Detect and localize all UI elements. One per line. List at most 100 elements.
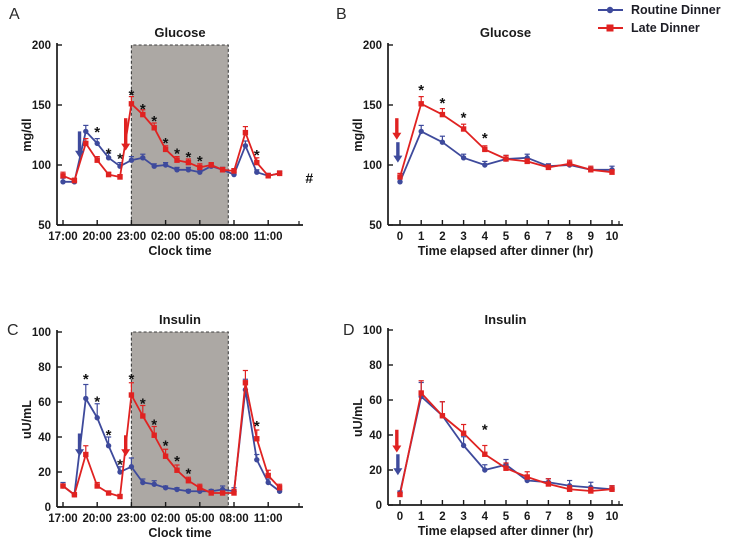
y-tick-label: 50	[38, 220, 51, 232]
data-point-circle	[185, 167, 192, 173]
y-tick-label: 80	[369, 360, 382, 372]
x-tick-label: 02:00	[151, 513, 180, 525]
series-routine-dinner	[397, 381, 615, 496]
data-point-square	[128, 101, 135, 107]
data-point-square	[219, 167, 226, 173]
data-point-square	[151, 432, 157, 438]
y-tick-label: 100	[363, 160, 382, 172]
data-point-square	[140, 413, 146, 419]
y-tick-label: 0	[376, 500, 382, 512]
data-point-circle	[83, 395, 89, 402]
data-point-circle	[151, 163, 157, 169]
x-tick-label: 02:00	[151, 231, 180, 243]
data-point-square	[460, 126, 467, 132]
series-late-dinner	[397, 380, 615, 498]
x-tick-label: 10	[606, 511, 619, 523]
data-point-circle	[162, 162, 169, 168]
data-point-circle	[140, 479, 146, 486]
data-point-circle	[105, 155, 112, 161]
data-point-square	[503, 465, 509, 471]
significance-asterisk: *	[174, 146, 180, 163]
y-axis-label: uU/mL	[20, 400, 34, 439]
y-axis-label: uU/mL	[351, 398, 365, 437]
y-tick-label: 40	[38, 432, 51, 444]
significance-asterisk: *	[140, 395, 146, 412]
y-tick-label: 60	[369, 395, 382, 407]
x-tick-label: 9	[588, 231, 594, 243]
data-point-square	[418, 101, 424, 107]
x-tick-label: 11:00	[254, 513, 283, 525]
shaded-night-region	[131, 45, 229, 225]
significance-asterisk: *	[439, 95, 445, 112]
data-point-square	[439, 413, 446, 419]
data-point-square	[140, 111, 146, 118]
data-point-square	[60, 483, 66, 489]
significance-asterisk: *	[461, 110, 467, 127]
y-tick-label: 200	[363, 40, 382, 52]
panel-title: Glucose	[480, 25, 531, 40]
legend-routine-marker-icon	[597, 5, 624, 15]
data-point-square	[174, 467, 180, 473]
x-tick-label: 1	[418, 511, 425, 523]
data-point-square	[60, 173, 66, 179]
data-point-square	[482, 451, 488, 457]
series-late-dinner	[60, 369, 283, 500]
series-late-dinner	[397, 95, 615, 180]
x-tick-label: 2	[439, 511, 445, 523]
data-point-square	[83, 451, 89, 458]
data-point-square	[162, 453, 169, 459]
series-line	[399, 102, 613, 178]
significance-asterisk: *	[254, 147, 260, 164]
data-point-square	[208, 490, 214, 496]
data-point-circle	[460, 155, 467, 161]
data-point-circle	[397, 179, 403, 185]
significance-asterisk: *	[185, 149, 191, 166]
x-tick-label: 10	[606, 231, 619, 243]
data-point-square	[588, 488, 594, 494]
series-line	[63, 130, 280, 183]
series-line	[399, 395, 613, 493]
data-point-circle	[482, 162, 488, 168]
x-tick-label: 9	[588, 511, 594, 523]
data-point-square	[276, 485, 283, 491]
significance-asterisk: *	[197, 153, 203, 170]
data-point-square	[162, 146, 169, 153]
data-point-square	[197, 164, 203, 171]
x-tick-label: 3	[460, 511, 466, 523]
data-point-square	[254, 159, 260, 166]
data-point-square	[71, 177, 78, 184]
legend-label-late-dinner: Late Dinner	[631, 20, 700, 35]
y-tick-label: 100	[363, 325, 382, 337]
data-point-square	[566, 161, 573, 167]
significance-asterisk: *	[117, 457, 123, 474]
panel-title: Insulin	[485, 312, 527, 327]
panel-B: 50 100 150 200 0 1 2 3 4 5 6 7 8 9 10 * * * * Glucose Bmg/dl…	[336, 6, 623, 258]
y-tick-label: 20	[38, 467, 51, 479]
dinner-arrow-head-routine	[393, 155, 403, 163]
significance-asterisk: *	[94, 394, 100, 411]
panel-A: 50 100 150 200 17:00 20:00 23:00 02:00 05:00 08:0…	[9, 6, 313, 258]
x-tick-label: 08:00	[219, 513, 248, 525]
y-tick-label: 40	[369, 430, 382, 442]
data-point-square	[566, 486, 573, 492]
data-point-circle	[83, 128, 89, 135]
x-tick-label: 8	[566, 231, 573, 243]
legend-late-marker-icon	[597, 23, 624, 33]
data-point-square	[231, 168, 237, 174]
x-tick-label: 4	[482, 231, 489, 243]
y-tick-label: 150	[32, 100, 51, 112]
data-point-square	[254, 436, 260, 442]
data-point-square	[174, 157, 180, 163]
data-point-circle	[105, 443, 112, 449]
data-point-square	[117, 174, 123, 180]
data-point-circle	[140, 155, 146, 161]
x-axis-label: Time elapsed after dinner (hr)	[418, 524, 594, 538]
panel-C: 0 20 40 60 80 100 17:00 20:00 23:00 02:00 05:00 08:…	[7, 312, 303, 540]
data-point-circle	[242, 143, 249, 149]
hash-annotation: #	[305, 170, 313, 186]
data-point-square	[185, 478, 192, 484]
panel-D: 0 20 40 60 80 100 0 1 2 3 4 5 6 7 8 9 10 * Insulin DuU/mL Ti…	[343, 312, 623, 538]
x-tick-label: 7	[545, 231, 551, 243]
data-point-circle	[439, 139, 446, 145]
dinner-arrow-head-routine	[75, 150, 85, 158]
